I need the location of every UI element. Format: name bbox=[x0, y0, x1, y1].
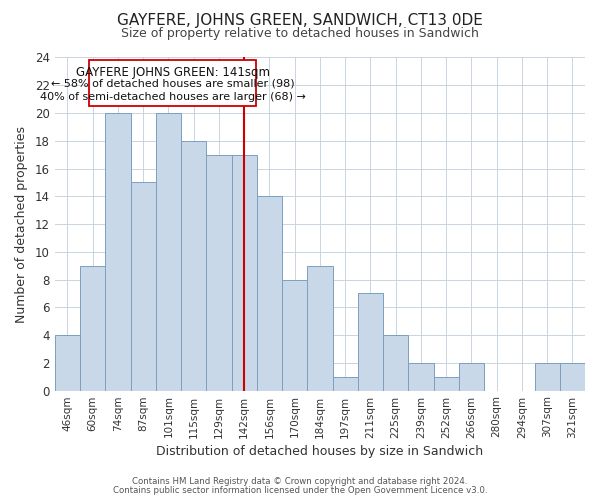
FancyBboxPatch shape bbox=[89, 60, 256, 106]
Text: 40% of semi-detached houses are larger (68) →: 40% of semi-detached houses are larger (… bbox=[40, 92, 305, 102]
Text: GAYFERE JOHNS GREEN: 141sqm: GAYFERE JOHNS GREEN: 141sqm bbox=[76, 66, 269, 79]
Text: GAYFERE, JOHNS GREEN, SANDWICH, CT13 0DE: GAYFERE, JOHNS GREEN, SANDWICH, CT13 0DE bbox=[117, 12, 483, 28]
Bar bbox=[257, 196, 282, 390]
Y-axis label: Number of detached properties: Number of detached properties bbox=[15, 126, 28, 322]
Bar bbox=[358, 294, 383, 390]
Bar bbox=[459, 363, 484, 390]
Bar bbox=[535, 363, 560, 390]
Bar bbox=[106, 113, 131, 390]
Bar bbox=[560, 363, 585, 390]
Bar bbox=[80, 266, 106, 390]
Bar bbox=[434, 376, 459, 390]
Text: ← 58% of detached houses are smaller (98): ← 58% of detached houses are smaller (98… bbox=[51, 78, 295, 88]
Bar bbox=[383, 335, 408, 390]
Bar bbox=[206, 154, 232, 390]
Bar bbox=[232, 154, 257, 390]
Text: Contains HM Land Registry data © Crown copyright and database right 2024.: Contains HM Land Registry data © Crown c… bbox=[132, 477, 468, 486]
Bar bbox=[282, 280, 307, 390]
X-axis label: Distribution of detached houses by size in Sandwich: Distribution of detached houses by size … bbox=[157, 444, 484, 458]
Bar bbox=[181, 141, 206, 390]
Bar bbox=[156, 113, 181, 390]
Bar bbox=[408, 363, 434, 390]
Bar bbox=[307, 266, 332, 390]
Bar bbox=[55, 335, 80, 390]
Bar bbox=[332, 376, 358, 390]
Bar bbox=[131, 182, 156, 390]
Text: Size of property relative to detached houses in Sandwich: Size of property relative to detached ho… bbox=[121, 28, 479, 40]
Text: Contains public sector information licensed under the Open Government Licence v3: Contains public sector information licen… bbox=[113, 486, 487, 495]
